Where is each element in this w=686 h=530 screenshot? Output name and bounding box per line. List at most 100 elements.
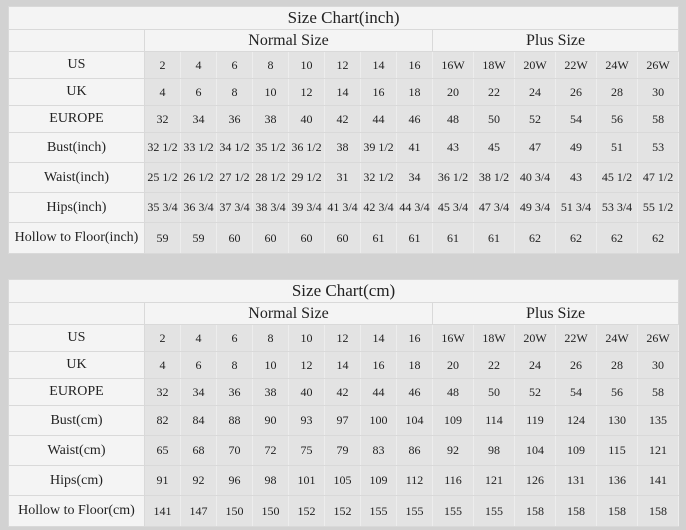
size-cell: 47 bbox=[514, 132, 556, 163]
size-cell: 29 1/2 bbox=[288, 162, 325, 193]
size-cell: 115 bbox=[596, 435, 638, 466]
size-cell: 88 bbox=[216, 405, 253, 436]
size-cell: 32 bbox=[144, 105, 181, 133]
size-cell: 22 bbox=[473, 78, 515, 106]
size-cell: 8 bbox=[216, 78, 253, 106]
size-cell: 52 bbox=[514, 378, 556, 406]
size-cell: 60 bbox=[252, 222, 289, 254]
table-row: Bust(cm) 82 84 88 90 93 97 100 104 109 114 119 124 13… bbox=[8, 405, 680, 436]
size-cell: 55 1/2 bbox=[636, 192, 680, 223]
size-cell: 135 bbox=[636, 405, 680, 436]
table-row: UK 4 6 8 10 12 14 16 18 20 22 24 26 28 30 bbox=[8, 351, 680, 379]
size-cell: 4 bbox=[144, 78, 181, 106]
column-group-row: Normal Size Plus Size bbox=[8, 29, 680, 52]
row-label: Waist(inch) bbox=[8, 162, 145, 193]
size-cell: 141 bbox=[144, 495, 181, 527]
size-cell: 6 bbox=[180, 351, 217, 379]
size-cell: 96 bbox=[216, 465, 253, 496]
size-cell: 59 bbox=[144, 222, 181, 254]
size-cell: 35 3/4 bbox=[144, 192, 181, 223]
size-cell: 32 bbox=[144, 378, 181, 406]
size-cell: 41 3/4 bbox=[324, 192, 361, 223]
table-row: Waist(inch) 25 1/2 26 1/2 27 1/2 28 1/2 29 1/… bbox=[8, 162, 680, 193]
size-cell: 34 1/2 bbox=[216, 132, 253, 163]
size-cell: 39 3/4 bbox=[288, 192, 325, 223]
size-cell: 22 bbox=[473, 351, 515, 379]
size-cell: 20 bbox=[432, 78, 474, 106]
size-cell: 28 bbox=[596, 78, 638, 106]
size-cell: 26W bbox=[636, 51, 680, 79]
plus-size-header: Plus Size bbox=[431, 29, 680, 52]
row-label: Hollow to Floor(inch) bbox=[8, 222, 145, 254]
size-cell: 2 bbox=[144, 51, 181, 79]
size-cell: 12 bbox=[288, 351, 325, 379]
size-cell: 70 bbox=[216, 435, 253, 466]
size-cell: 105 bbox=[324, 465, 361, 496]
size-cell: 27 1/2 bbox=[216, 162, 253, 193]
size-cell: 62 bbox=[555, 222, 597, 254]
row-label: Hips(inch) bbox=[8, 192, 145, 223]
size-cell: 50 bbox=[473, 105, 515, 133]
size-cell: 34 bbox=[396, 162, 433, 193]
size-cell: 6 bbox=[216, 51, 253, 79]
table-row: EUROPE 32 34 36 38 40 42 44 46 48 50 52 54 56 58 bbox=[8, 378, 680, 406]
size-cell: 10 bbox=[252, 351, 289, 379]
size-cell: 31 bbox=[324, 162, 361, 193]
normal-size-header: Normal Size bbox=[144, 302, 433, 325]
size-cell: 100 bbox=[360, 405, 397, 436]
size-cell: 53 bbox=[636, 132, 680, 163]
size-cell: 18W bbox=[473, 51, 515, 79]
size-cell: 136 bbox=[596, 465, 638, 496]
size-cell: 114 bbox=[473, 405, 515, 436]
row-label: Hips(cm) bbox=[8, 465, 145, 496]
size-cell: 54 bbox=[555, 105, 597, 133]
size-cell: 60 bbox=[324, 222, 361, 254]
size-cell: 38 bbox=[324, 132, 361, 163]
size-cell: 54 bbox=[555, 378, 597, 406]
size-cell: 26 1/2 bbox=[180, 162, 217, 193]
size-cell: 45 1/2 bbox=[596, 162, 638, 193]
size-cell: 14 bbox=[360, 324, 397, 352]
size-cell: 47 1/2 bbox=[636, 162, 680, 193]
size-cell: 40 bbox=[288, 105, 325, 133]
size-cell: 91 bbox=[144, 465, 181, 496]
size-cell: 42 bbox=[324, 378, 361, 406]
table-row: US 2 4 6 8 10 12 14 16 16W 18W 20W 22W 24W 26W bbox=[8, 324, 680, 352]
size-cell: 59 bbox=[180, 222, 217, 254]
size-cell: 43 bbox=[555, 162, 597, 193]
size-cell: 104 bbox=[396, 405, 433, 436]
row-label: Bust(cm) bbox=[8, 405, 145, 436]
size-cell: 62 bbox=[596, 222, 638, 254]
size-cell: 104 bbox=[514, 435, 556, 466]
size-cell: 34 bbox=[180, 378, 217, 406]
size-cell: 4 bbox=[180, 324, 217, 352]
size-cell: 155 bbox=[473, 495, 515, 527]
size-cell: 39 1/2 bbox=[360, 132, 397, 163]
size-cell: 34 bbox=[180, 105, 217, 133]
size-cell: 14 bbox=[360, 51, 397, 79]
row-label: UK bbox=[8, 351, 145, 379]
size-cell: 41 bbox=[396, 132, 433, 163]
size-cell: 141 bbox=[636, 465, 680, 496]
size-cell: 155 bbox=[360, 495, 397, 527]
size-cell: 38 1/2 bbox=[473, 162, 515, 193]
size-cell: 68 bbox=[180, 435, 217, 466]
row-label: Bust(inch) bbox=[8, 132, 145, 163]
size-cell: 48 bbox=[432, 105, 474, 133]
size-cell: 6 bbox=[216, 324, 253, 352]
size-cell: 61 bbox=[396, 222, 433, 254]
table-row: Hips(inch) 35 3/4 36 3/4 37 3/4 38 3/4 39 3/4… bbox=[8, 192, 680, 223]
size-cell: 18 bbox=[396, 78, 433, 106]
size-cell: 147 bbox=[180, 495, 217, 527]
size-cell: 92 bbox=[432, 435, 474, 466]
size-cell: 2 bbox=[144, 324, 181, 352]
size-cell: 32 1/2 bbox=[144, 132, 181, 163]
size-cell: 98 bbox=[252, 465, 289, 496]
table-row: EUROPE 32 34 36 38 40 42 44 46 48 50 52 54 56 58 bbox=[8, 105, 680, 133]
table-title-row: Size Chart(cm) bbox=[7, 279, 680, 303]
size-cell: 61 bbox=[360, 222, 397, 254]
size-cell: 92 bbox=[180, 465, 217, 496]
size-cell: 8 bbox=[252, 51, 289, 79]
size-cell: 60 bbox=[288, 222, 325, 254]
